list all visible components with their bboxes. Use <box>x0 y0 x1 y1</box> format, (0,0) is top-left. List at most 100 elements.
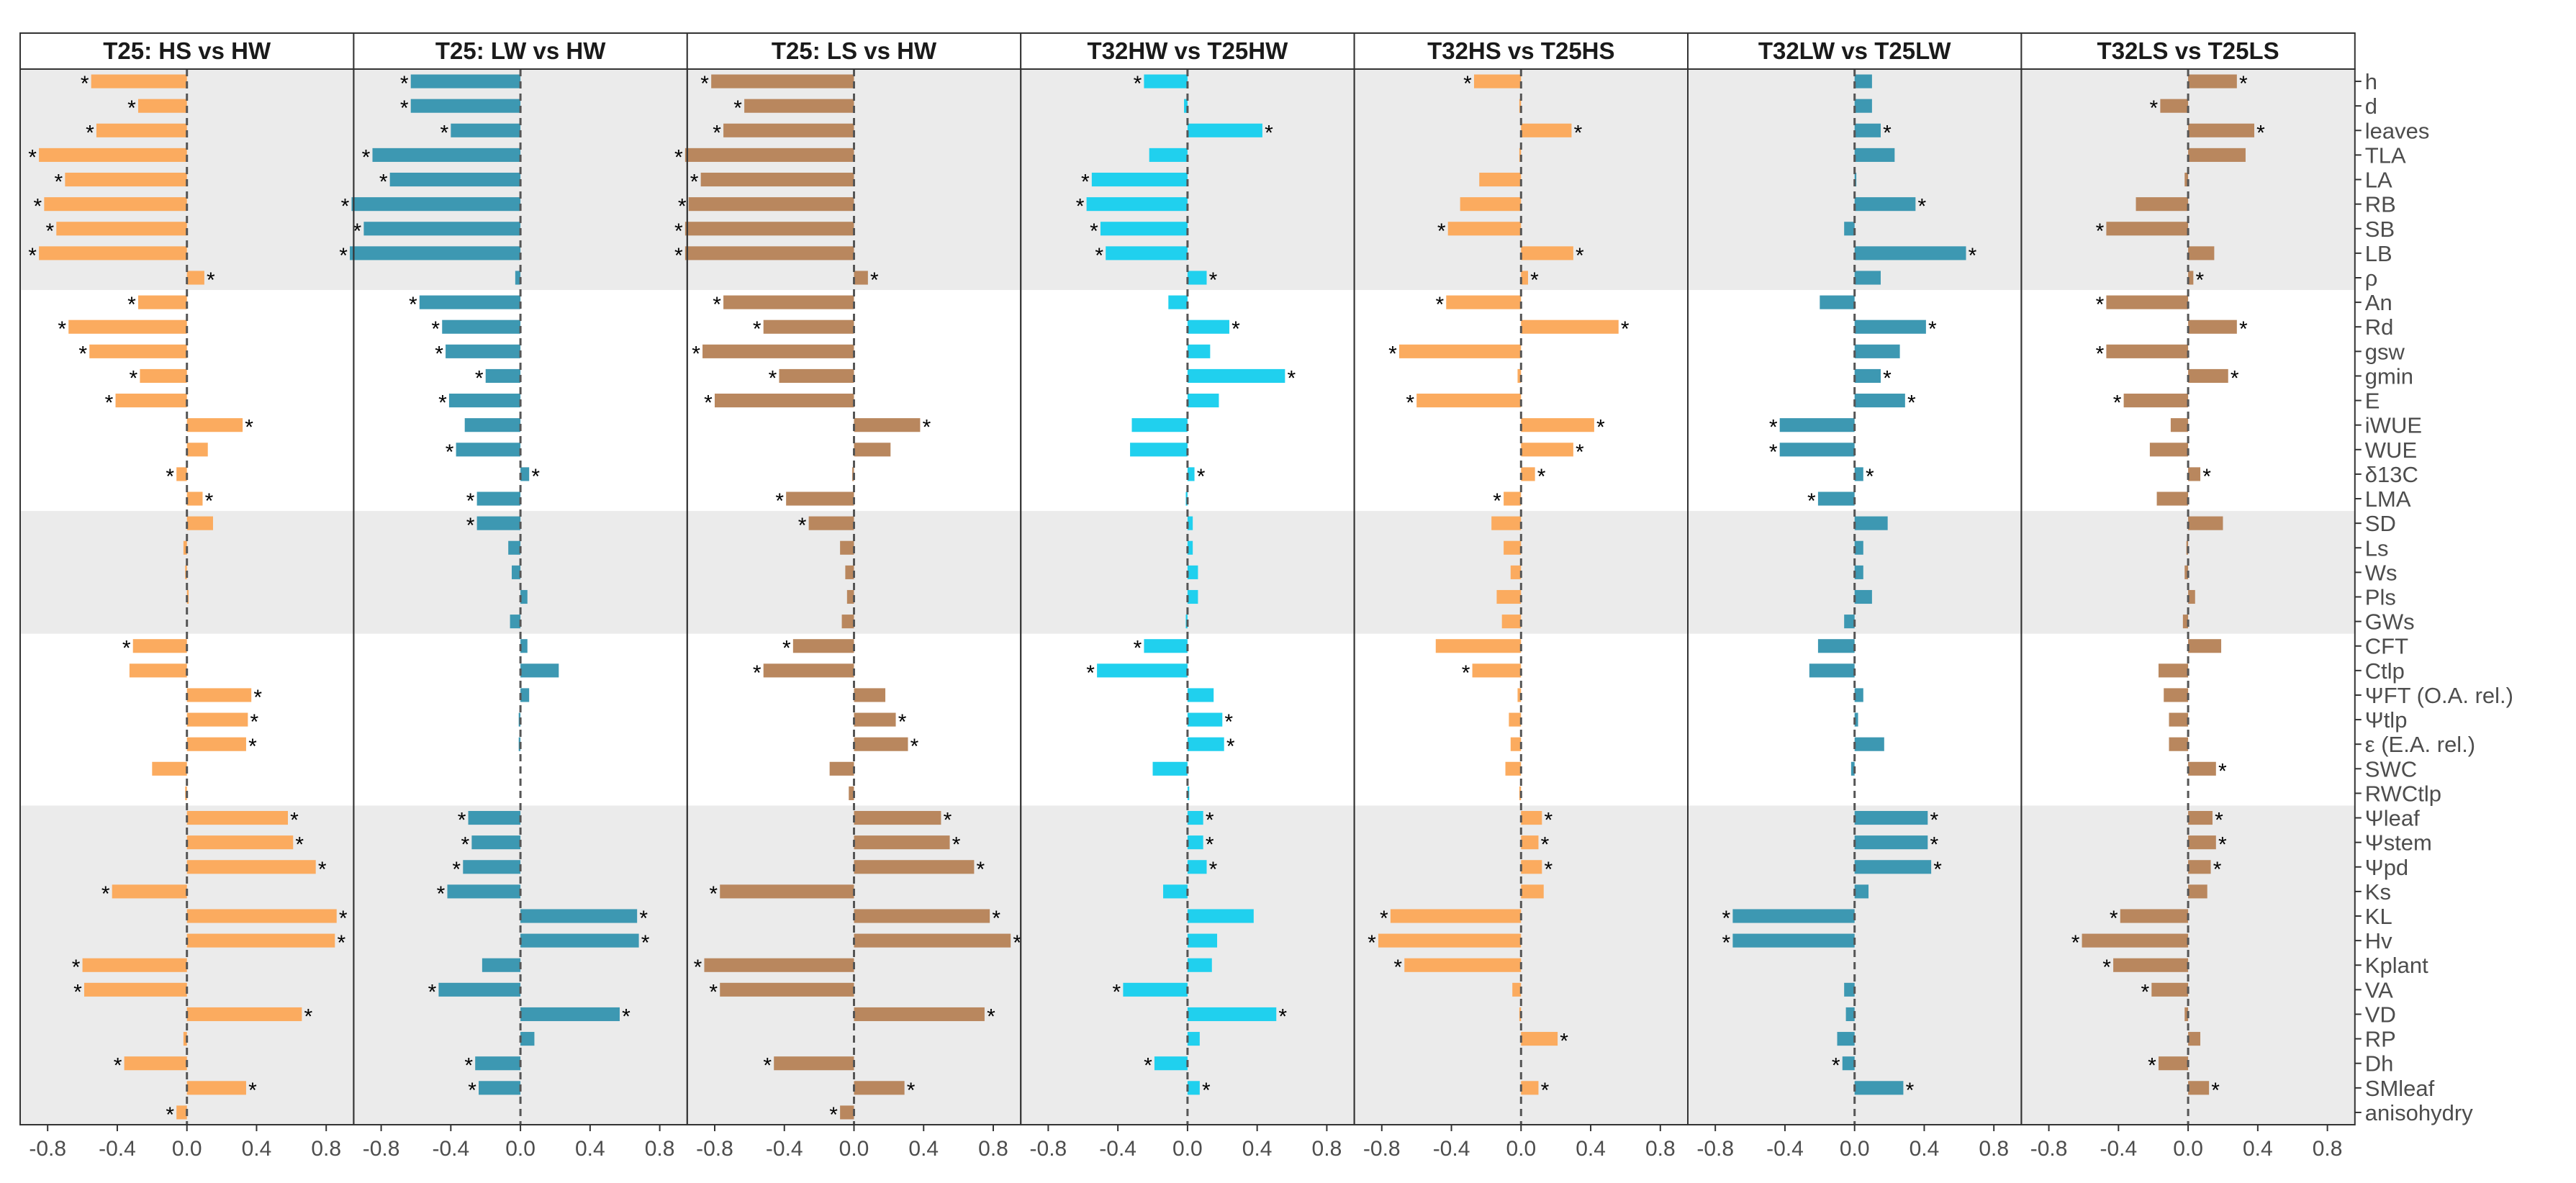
bar <box>39 148 187 162</box>
bar <box>140 368 187 384</box>
bar <box>1509 712 1522 727</box>
bar <box>1732 909 1855 923</box>
significance-star: * <box>2113 391 2122 415</box>
y-tick-label: gmin <box>2365 363 2413 389</box>
bar <box>512 565 521 579</box>
bar <box>1854 1081 1904 1095</box>
x-tick-label: 0.8 <box>1312 1137 1342 1161</box>
bar <box>1187 516 1193 530</box>
bar <box>1473 74 1522 89</box>
bar <box>854 1007 985 1022</box>
significance-star: * <box>977 858 985 881</box>
significance-star: * <box>829 1103 838 1127</box>
significance-star: * <box>674 244 683 268</box>
y-tick-label: RP <box>2365 1027 2396 1052</box>
bar <box>1854 74 1872 89</box>
significance-star: * <box>992 907 1000 930</box>
bar <box>1446 295 1522 309</box>
bar <box>1187 1032 1200 1046</box>
bar <box>1854 810 1928 825</box>
y-tick-label: iWUE <box>2365 413 2422 438</box>
bar <box>508 540 521 555</box>
bar <box>1820 295 1855 309</box>
bar <box>854 271 868 285</box>
facet-strip-6 <box>2020 32 2356 70</box>
significance-star: * <box>2239 317 2248 341</box>
y-tick-label: RB <box>2365 192 2396 217</box>
bar <box>1521 271 1528 285</box>
significance-star: * <box>753 317 761 341</box>
x-tick-label: 0.0 <box>1172 1137 1203 1161</box>
significance-star: * <box>1537 465 1546 489</box>
bar <box>1854 246 1966 260</box>
significance-star: * <box>1406 391 1414 415</box>
significance-star: * <box>2231 366 2239 390</box>
significance-star: * <box>28 145 37 169</box>
significance-star: * <box>45 219 54 243</box>
bar <box>1187 688 1214 702</box>
significance-star: * <box>437 882 446 906</box>
bar <box>1521 835 1539 850</box>
bar <box>1854 394 1905 408</box>
significance-star: * <box>1462 661 1470 685</box>
bar <box>2123 394 2189 408</box>
significance-star: * <box>1530 268 1539 292</box>
bar <box>1187 565 1198 579</box>
significance-star: * <box>1435 293 1444 317</box>
facet-title: T32LW vs T25LW <box>1758 37 1952 64</box>
bar <box>2106 222 2189 236</box>
bar <box>854 835 950 850</box>
bar <box>186 737 246 751</box>
bar <box>2169 737 2189 751</box>
significance-star: * <box>1113 980 1121 1004</box>
bar <box>476 516 521 530</box>
bar <box>1404 958 1522 972</box>
y-tick-label: SD <box>2365 511 2396 536</box>
significance-star: * <box>2213 858 2222 881</box>
bar <box>2188 860 2211 874</box>
x-tick-label: -0.8 <box>696 1137 733 1161</box>
bar <box>704 958 854 972</box>
y-tick-label: Hv <box>2365 928 2392 953</box>
significance-star: * <box>782 637 791 661</box>
bar <box>471 835 521 850</box>
bar <box>723 295 854 309</box>
bar <box>1521 467 1535 481</box>
bar <box>1100 222 1188 236</box>
bar <box>1854 123 1881 137</box>
bar <box>1187 860 1207 874</box>
bar <box>351 197 521 212</box>
bar <box>482 958 521 972</box>
significance-star: * <box>2102 956 2111 979</box>
y-tick-label: GWs <box>2365 609 2415 635</box>
bar <box>1398 344 1522 358</box>
bar <box>1187 271 1207 285</box>
bar <box>1854 884 1869 899</box>
significance-star: * <box>639 907 648 930</box>
significance-star: * <box>952 833 961 857</box>
bar <box>1187 394 1219 408</box>
facet-title: T25: HS vs HW <box>103 37 271 64</box>
bar <box>1510 737 1522 751</box>
significance-star: * <box>78 342 87 366</box>
significance-star: * <box>248 735 257 758</box>
significance-star: * <box>353 219 362 243</box>
significance-star: * <box>127 293 136 317</box>
bar <box>1168 295 1188 309</box>
significance-star: * <box>341 195 350 219</box>
significance-star: * <box>2096 293 2105 317</box>
significance-star: * <box>2218 833 2227 857</box>
bar <box>410 74 521 89</box>
bar <box>2113 958 2189 972</box>
significance-star: * <box>674 145 683 169</box>
significance-star: * <box>122 637 131 661</box>
bar <box>1854 344 1900 358</box>
y-tick-label: anisohydry <box>2365 1100 2473 1125</box>
bar <box>1187 589 1198 604</box>
bar <box>1149 148 1188 162</box>
bar <box>2188 271 2194 285</box>
significance-star: * <box>674 219 683 243</box>
significance-star: * <box>1197 465 1206 489</box>
significance-star: * <box>440 121 449 145</box>
y-tick-label: RWCtlp <box>2365 781 2441 806</box>
